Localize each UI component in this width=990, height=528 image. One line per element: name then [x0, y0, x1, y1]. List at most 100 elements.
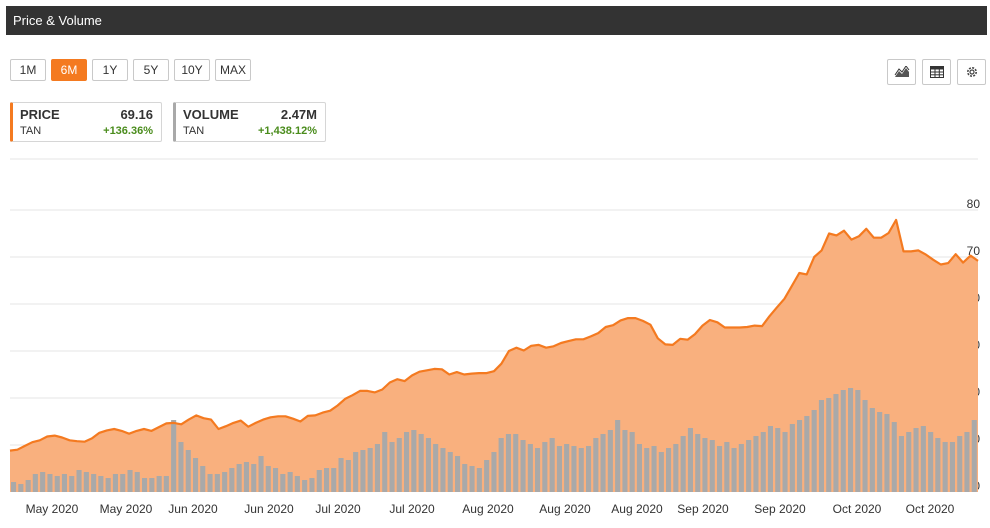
volume-bar	[527, 444, 533, 492]
settings-button[interactable]	[957, 59, 986, 85]
volume-bar	[360, 450, 366, 492]
volume-bar	[229, 468, 235, 492]
volume-bar	[797, 420, 803, 492]
volume-bar	[69, 476, 75, 492]
volume-bar	[935, 438, 941, 492]
volume-bar	[607, 430, 613, 492]
volume-bar	[91, 474, 97, 492]
volume-bar	[586, 446, 592, 492]
volume-bar	[636, 444, 642, 492]
volume-bar	[862, 400, 868, 492]
volume-bar	[280, 474, 286, 492]
volume-bar	[345, 460, 351, 492]
volume-bar	[949, 442, 955, 492]
chart-tools	[887, 59, 986, 85]
volume-bar	[957, 436, 963, 492]
table-button[interactable]	[922, 59, 951, 85]
volume-bar	[243, 462, 249, 492]
volume-bar	[724, 442, 730, 492]
volume-bar	[105, 478, 111, 492]
volume-bar	[178, 442, 184, 492]
volume-bar	[440, 448, 446, 492]
range-button-max[interactable]: MAX	[215, 59, 252, 81]
range-button-5y[interactable]: 5Y	[133, 59, 169, 81]
volume-bar	[877, 412, 883, 492]
y-tick-label: 80	[967, 197, 981, 211]
volume-bar	[695, 434, 701, 492]
volume-bar	[913, 428, 919, 492]
volume-bar	[505, 434, 511, 492]
volume-bar	[775, 428, 781, 492]
volume-bar	[171, 420, 177, 492]
volume-value: 2.47M	[280, 107, 317, 122]
volume-bar	[789, 424, 795, 492]
panel-title: Price & Volume	[13, 13, 102, 28]
range-button-1m[interactable]: 1M	[10, 59, 46, 81]
volume-bar	[767, 426, 773, 492]
volume-bar	[556, 446, 562, 492]
volume-bar	[717, 446, 723, 492]
volume-bar	[571, 446, 577, 492]
volume-bar	[98, 476, 104, 492]
price-line	[9, 218, 979, 452]
range-button-6m[interactable]: 6M	[51, 59, 87, 81]
volume-bar	[593, 438, 599, 492]
volume-bar	[236, 464, 242, 492]
volume-bar	[455, 456, 461, 492]
volume-bar	[629, 432, 635, 492]
volume-bar	[127, 470, 133, 492]
price-label: PRICE	[20, 107, 60, 122]
volume-bar	[309, 478, 315, 492]
volume-bar	[884, 414, 890, 492]
area-chart-icon	[894, 66, 909, 77]
volume-bar	[782, 432, 788, 492]
title-bar: Price & Volume	[6, 6, 987, 35]
volume-bar	[389, 442, 395, 492]
volume-ticker: TAN	[183, 125, 205, 137]
volume-bar	[200, 466, 206, 492]
volume-bar	[163, 476, 169, 492]
volume-bar	[469, 466, 475, 492]
volume-bar	[491, 452, 497, 492]
range-button-10y[interactable]: 10Y	[174, 59, 210, 81]
volume-bar	[54, 476, 60, 492]
volume-card: VOLUME 2.47M TAN +1,438.12%	[173, 102, 326, 142]
volume-bar	[622, 430, 628, 492]
area-chart-button[interactable]	[887, 59, 916, 85]
volume-bar	[462, 464, 468, 492]
volume-bar	[142, 478, 148, 492]
volume-bar	[331, 468, 337, 492]
volume-bar	[804, 416, 810, 492]
volume-bar	[731, 448, 737, 492]
volume-bar	[382, 432, 388, 492]
volume-bar	[316, 470, 322, 492]
volume-bar	[134, 472, 140, 492]
volume-bar	[76, 470, 82, 492]
price-value: 69.16	[120, 107, 153, 122]
volume-bar	[258, 456, 264, 492]
volume-bar	[18, 484, 24, 492]
price-card: PRICE 69.16 TAN +136.36%	[10, 102, 162, 142]
volume-bar	[193, 458, 199, 492]
volume-bar	[520, 440, 526, 492]
volume-bar	[32, 474, 38, 492]
volume-bar	[120, 474, 126, 492]
volume-bar	[40, 472, 46, 492]
range-button-1y[interactable]: 1Y	[92, 59, 128, 81]
volume-bar	[738, 444, 744, 492]
x-tick-label: May 2020	[100, 502, 153, 516]
price-ticker: TAN	[20, 125, 42, 137]
volume-bar	[294, 476, 300, 492]
volume-bar	[666, 448, 672, 492]
x-tick-label: Sep 2020	[754, 502, 806, 516]
volume-bar	[324, 468, 330, 492]
price-area	[10, 219, 978, 492]
volume-bar	[207, 474, 213, 492]
x-tick-label: Jun 2020	[244, 502, 294, 516]
volume-bar	[542, 442, 548, 492]
volume-bar	[833, 394, 839, 492]
volume-bar	[535, 448, 541, 492]
volume-bar	[513, 434, 519, 492]
x-tick-label: Jun 2020	[168, 502, 218, 516]
